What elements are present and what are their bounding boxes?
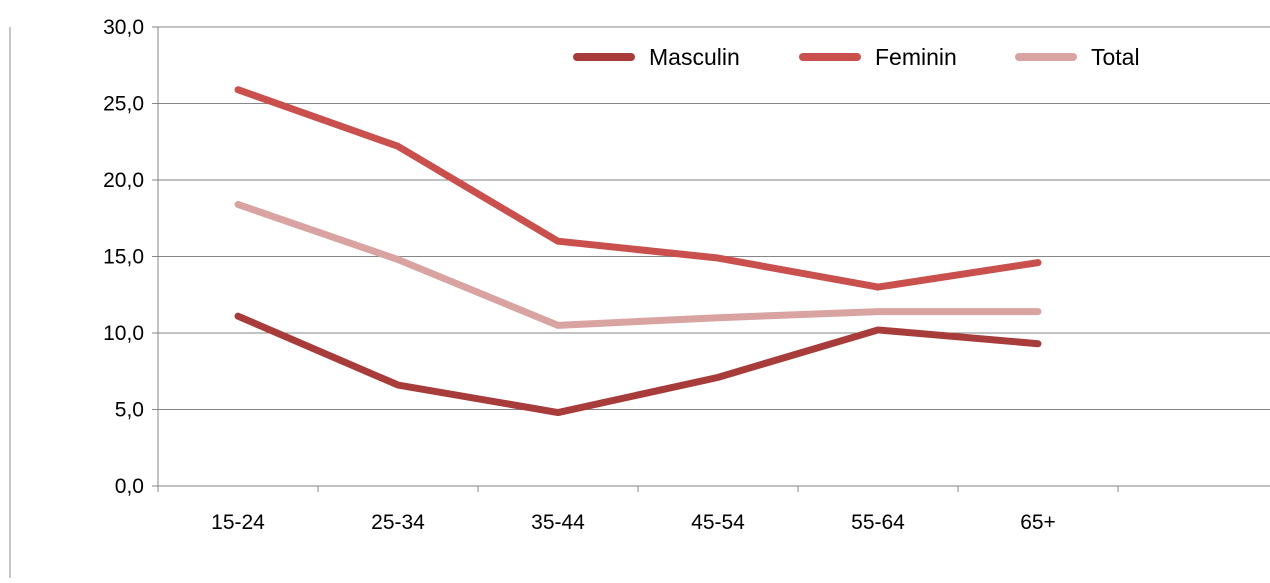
y-tick-label: 25,0 xyxy=(103,93,144,116)
x-tick-label: 45-54 xyxy=(691,511,745,534)
y-tick-label: 15,0 xyxy=(103,246,144,269)
x-tick-label: 25-34 xyxy=(371,511,425,534)
series-line-masculin xyxy=(238,316,1038,412)
legend-label-masculin: Masculin xyxy=(649,44,740,70)
y-tick-label: 0,0 xyxy=(115,475,144,498)
series-line-feminin xyxy=(238,90,1038,287)
x-tick-label: 65+ xyxy=(1020,511,1056,534)
x-tick-label: 35-44 xyxy=(531,511,585,534)
x-tick-label: 55-64 xyxy=(851,511,905,534)
x-tick-label: 15-24 xyxy=(211,511,265,534)
series-lines xyxy=(238,90,1038,413)
legend-label-feminin: Feminin xyxy=(875,44,957,70)
y-tick-label: 20,0 xyxy=(103,169,144,192)
legend-label-total: Total xyxy=(1091,44,1140,70)
x-axis-ticks: 15-24 25-34 35-44 45-54 55-64 65+ xyxy=(158,486,1270,534)
legend: Masculin Feminin Total xyxy=(577,44,1140,70)
y-tick-label: 30,0 xyxy=(103,16,144,39)
series-line-total xyxy=(238,204,1038,325)
y-tick-label: 5,0 xyxy=(115,399,144,422)
y-tick-label: 10,0 xyxy=(103,322,144,345)
